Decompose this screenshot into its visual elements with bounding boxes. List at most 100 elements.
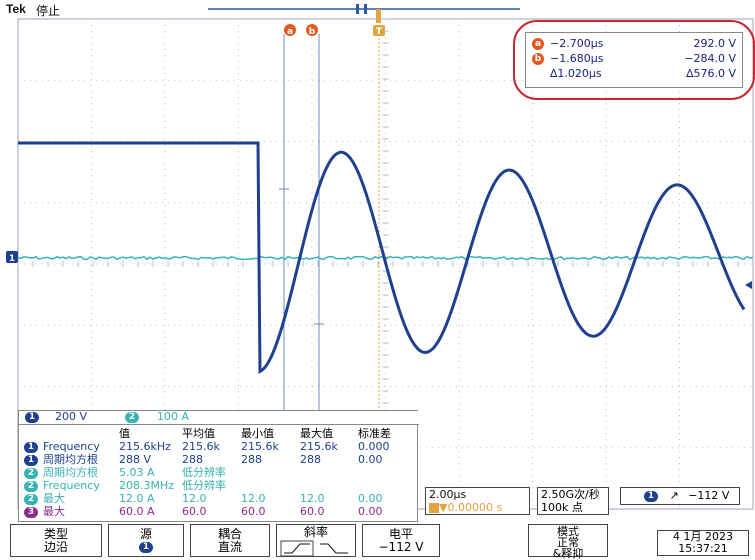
grid-dot xyxy=(72,324,73,326)
grid-dot xyxy=(164,175,166,176)
grid-dot xyxy=(91,55,92,56)
trigger-type-button[interactable]: 类型 边沿 xyxy=(10,524,102,557)
grid-dot xyxy=(605,391,607,392)
grid-dot xyxy=(540,141,541,142)
grid-dot xyxy=(330,202,331,204)
header-min: 最小值 xyxy=(241,427,274,440)
grid-dot xyxy=(582,263,583,265)
trigger-marker[interactable] xyxy=(373,25,385,36)
grid-dot xyxy=(679,457,680,458)
grid-dot xyxy=(504,386,505,387)
grid-dot xyxy=(246,386,247,387)
grid-dot xyxy=(516,324,517,326)
grid-dot xyxy=(532,481,533,482)
grid-dot xyxy=(311,115,313,116)
grid-dot xyxy=(532,307,533,308)
grid-dot xyxy=(192,263,193,265)
grid-dot xyxy=(612,386,613,387)
grid-dot xyxy=(366,263,367,265)
grid-dot xyxy=(532,205,533,206)
grid-dot xyxy=(660,447,661,449)
grid-dot xyxy=(385,277,386,278)
grid-dot xyxy=(311,181,313,182)
measurement-row[interactable]: 1 Frequency 215.6kHz 215.6k 215.6k 215.6k 0.00… xyxy=(19,440,419,454)
trigger-readout[interactable]: 1 ↗ −112 V xyxy=(620,487,740,505)
grid-dot xyxy=(532,175,533,176)
level-button[interactable]: 电平 −112 V xyxy=(362,524,440,557)
grid-dot xyxy=(594,324,595,326)
grid-dot xyxy=(450,386,451,387)
grid-dot xyxy=(342,386,343,387)
grid-dot xyxy=(726,202,727,204)
grid-dot xyxy=(624,447,625,449)
trigger-source-button[interactable]: 源 1 xyxy=(108,524,184,557)
coupling-button[interactable]: 耦合 直流 xyxy=(190,524,270,557)
mode-button[interactable]: 模式 正常 &释抑 xyxy=(528,524,608,559)
grid-dot xyxy=(384,79,385,81)
grid-dot xyxy=(91,367,92,368)
ch2-badge[interactable]: 2 xyxy=(125,412,139,423)
rising-slope-option[interactable] xyxy=(280,540,314,557)
grid-dot xyxy=(679,325,680,326)
measurement-row[interactable]: 1 周期均方根 288 V 288 288 288 0.00 xyxy=(19,453,419,467)
grid-dot xyxy=(605,271,607,272)
grid-dot xyxy=(238,283,239,284)
ch1-badge[interactable]: 1 xyxy=(25,412,39,423)
grid-dot xyxy=(438,79,439,81)
measurement-row[interactable]: 2 最大 12.0 A 12.0 12.0 12.0 0.00 xyxy=(19,492,419,506)
grid-dot xyxy=(311,199,313,200)
grid-dot xyxy=(114,324,115,326)
grid-dot xyxy=(156,263,157,265)
grid-dot xyxy=(238,25,239,26)
cursor-delta-value: ∆576.0 V xyxy=(686,67,736,80)
grid-dot xyxy=(108,202,109,204)
grid-dot xyxy=(238,289,239,290)
ch2-scale[interactable]: 100 A xyxy=(157,410,190,423)
grid-dot xyxy=(288,79,289,81)
grid-dot xyxy=(90,324,91,326)
grid-dot xyxy=(238,373,239,374)
grid-dot xyxy=(546,263,547,265)
measurement-row[interactable]: 2 周期均方根 5.03 A 低分辨率 xyxy=(19,466,419,480)
grid-dot xyxy=(679,223,680,224)
grid-dot xyxy=(91,223,92,224)
trigger-level-indicator[interactable] xyxy=(745,281,752,289)
grid-dot xyxy=(42,79,43,81)
grid-dot xyxy=(84,79,85,81)
grid-dot xyxy=(532,433,533,434)
grid-dot xyxy=(684,202,685,204)
grid-dot xyxy=(164,211,166,212)
grid-dot xyxy=(311,289,313,290)
grid-dot xyxy=(311,19,313,20)
grid-dot xyxy=(336,263,337,265)
grid-dot xyxy=(300,324,301,326)
header-std: 标准差 xyxy=(358,427,391,440)
grid-dot xyxy=(438,141,439,142)
cursor-b-marker[interactable] xyxy=(306,24,318,36)
grid-dot xyxy=(612,324,613,326)
grid-dot xyxy=(306,141,307,142)
slope-button[interactable]: 斜率 xyxy=(276,524,356,557)
grid-dot xyxy=(164,349,166,350)
timebase-readout[interactable]: 2.00µs ▼0.00000 s xyxy=(425,487,530,515)
grid-dot xyxy=(504,202,505,204)
cursor-a-marker[interactable] xyxy=(284,24,296,36)
acquisition-readout[interactable]: 2.50G次/秒 100k 点 xyxy=(537,487,609,515)
grid-dot xyxy=(600,386,601,387)
grid-dot xyxy=(238,67,239,68)
grid-dot xyxy=(234,79,235,81)
grid-dot xyxy=(216,202,217,204)
ch1-scale[interactable]: 200 V xyxy=(55,410,88,423)
measurement-row[interactable]: 3 最大 60.0 A 60.0 60.0 60.0 0.00 xyxy=(19,505,419,519)
grid-dot xyxy=(342,263,343,265)
grid-dot xyxy=(91,361,92,362)
grid-dot xyxy=(420,202,421,204)
measurement-row[interactable]: 2 Frequency 208.3MHz 低分辨率 xyxy=(19,479,419,493)
measurement-value: 215.6kHz xyxy=(119,440,171,453)
grid-dot xyxy=(204,263,205,265)
grid-dot xyxy=(311,301,313,302)
grid-dot xyxy=(91,319,92,320)
grid-dot xyxy=(679,271,680,272)
ch1-ground-marker[interactable] xyxy=(6,251,18,263)
grid-dot xyxy=(458,253,460,254)
